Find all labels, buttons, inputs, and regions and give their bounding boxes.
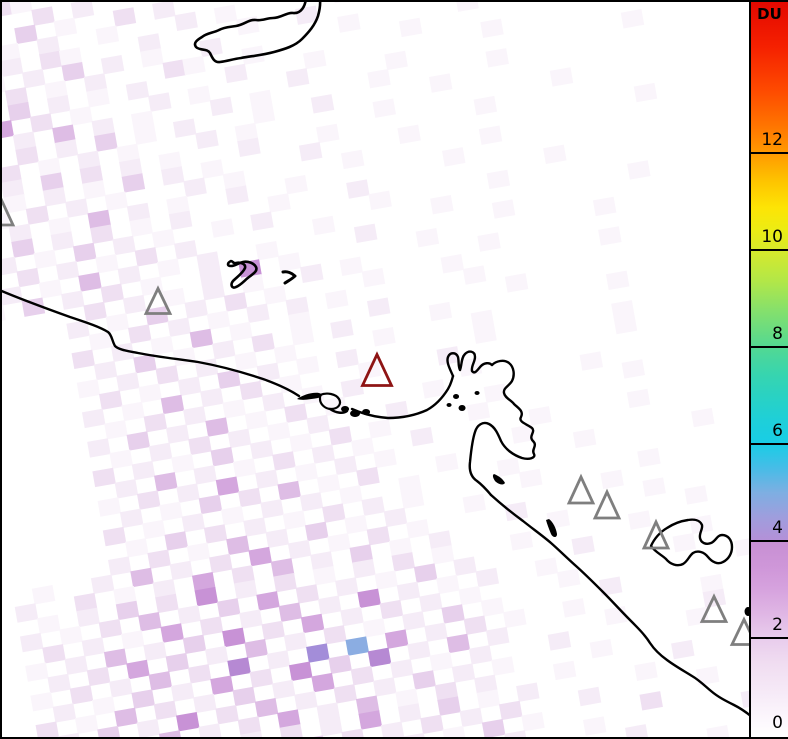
coastline-path <box>0 288 301 398</box>
coastline-path <box>649 518 734 567</box>
coastline-path <box>193 0 322 64</box>
coastline-path <box>226 259 258 289</box>
coastline-path <box>341 406 350 412</box>
coastline-and-markers-overlay <box>0 0 751 718</box>
coastline-path <box>297 392 322 400</box>
colorbar: DU 12 10 8 6 4 2 0 <box>749 0 788 739</box>
colorbar-gradient <box>751 2 788 737</box>
colorbar-tick-line <box>751 152 788 154</box>
coastline-path <box>350 374 455 420</box>
coastline-path <box>281 270 297 285</box>
coastline-path <box>446 350 537 497</box>
volcano-triangle-marker <box>0 195 16 227</box>
coastline-path <box>458 405 466 411</box>
colorbar-tick-line <box>751 249 788 251</box>
colorbar-tick-line <box>751 637 788 639</box>
volcano-triangle-marker <box>641 518 671 550</box>
colorbar-tick-label: 0 <box>772 713 783 733</box>
map-panel <box>0 0 751 739</box>
volcano-triangle-marker <box>592 488 622 520</box>
colorbar-tick-label: 4 <box>772 518 783 538</box>
colorbar-tick-line <box>751 540 788 542</box>
coastline-path <box>453 394 460 399</box>
colorbar-tick-label: 8 <box>772 324 783 344</box>
colorbar-tick-label: 12 <box>761 130 783 150</box>
colorbar-tick-line <box>751 443 788 445</box>
colorbar-tick-line <box>751 346 788 348</box>
volcano-triangle-marker <box>143 285 173 315</box>
coastline-path <box>446 403 452 407</box>
colorbar-tick-label: 10 <box>761 227 783 247</box>
coastline-path <box>318 392 342 411</box>
coastline-path <box>492 474 505 485</box>
colorbar-tick-label: 6 <box>772 421 783 441</box>
coastline-path <box>546 519 557 537</box>
coastline-path <box>489 493 751 718</box>
colorbar-unit-label: DU <box>757 5 782 23</box>
volcano-triangle-marker <box>699 593 729 623</box>
erupting-volcano-triangle-marker <box>360 351 394 387</box>
volcano-triangle-marker <box>566 473 596 505</box>
coastline-path <box>474 391 480 395</box>
colorbar-tick-label: 2 <box>772 615 783 635</box>
